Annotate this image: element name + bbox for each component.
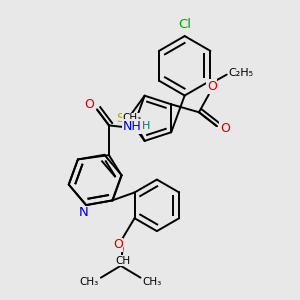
Text: O: O bbox=[84, 98, 94, 111]
Text: O: O bbox=[207, 80, 217, 93]
Text: O: O bbox=[113, 238, 123, 251]
Text: N: N bbox=[79, 206, 89, 220]
Text: S: S bbox=[116, 112, 124, 125]
Text: H: H bbox=[141, 122, 150, 131]
Text: CH₃: CH₃ bbox=[122, 113, 141, 123]
Text: CH: CH bbox=[115, 256, 130, 266]
Text: Cl: Cl bbox=[178, 18, 191, 31]
Text: C₂H₅: C₂H₅ bbox=[228, 68, 253, 78]
Text: CH₃: CH₃ bbox=[143, 277, 162, 286]
Text: NH: NH bbox=[122, 120, 141, 133]
Text: CH₃: CH₃ bbox=[80, 277, 99, 286]
Text: O: O bbox=[220, 122, 230, 135]
